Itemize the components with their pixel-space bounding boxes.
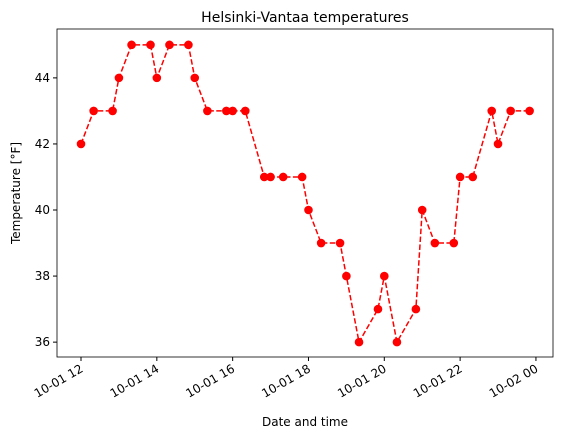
point xyxy=(316,238,326,248)
point xyxy=(278,172,288,182)
plot-frame xyxy=(56,28,554,358)
point xyxy=(89,106,98,116)
point xyxy=(430,238,440,248)
point xyxy=(342,271,351,281)
x-tick-label: 10-01 14 xyxy=(108,361,162,400)
point xyxy=(266,172,275,182)
x-tick-label: 10-01 20 xyxy=(335,361,389,400)
point xyxy=(373,304,383,314)
point xyxy=(127,40,136,50)
x-tick-label: 10-01 16 xyxy=(183,361,237,400)
y-tick-label: 36 xyxy=(35,335,50,349)
point xyxy=(114,73,124,83)
point xyxy=(184,40,193,50)
point xyxy=(165,40,174,50)
point xyxy=(222,106,231,116)
point xyxy=(449,238,459,248)
x-tick-label: 10-01 22 xyxy=(411,361,465,400)
y-tick-label: 40 xyxy=(35,203,50,217)
point xyxy=(417,205,427,215)
point xyxy=(487,106,497,116)
y-tick-label: 42 xyxy=(35,137,50,151)
point xyxy=(297,172,307,182)
chart-title: Helsinki-Vantaa temperatures xyxy=(201,10,409,26)
point xyxy=(506,106,515,116)
point xyxy=(304,205,313,215)
point xyxy=(525,106,534,116)
point xyxy=(379,271,389,281)
point xyxy=(146,40,155,50)
x-tick-label: 10-02 00 xyxy=(487,361,541,400)
point xyxy=(108,106,117,116)
point xyxy=(354,337,364,347)
point xyxy=(228,106,237,116)
point xyxy=(411,304,421,314)
line xyxy=(80,44,530,345)
point xyxy=(190,73,200,83)
point xyxy=(259,172,269,182)
point xyxy=(493,139,503,149)
point xyxy=(152,73,162,83)
point xyxy=(335,238,345,248)
point xyxy=(455,172,465,182)
point xyxy=(76,139,86,149)
x-tick-label: 10-01 12 xyxy=(32,361,86,400)
x-tick-label: 10-01 18 xyxy=(259,361,313,400)
y-tick-label: 44 xyxy=(35,71,50,85)
point xyxy=(240,106,250,116)
point xyxy=(203,106,212,116)
y-tick-label: 38 xyxy=(35,269,50,283)
point xyxy=(392,337,402,347)
y-axis-label: Temperature [°F] xyxy=(9,142,23,245)
x-axis-label: Date and time xyxy=(262,415,348,429)
point xyxy=(468,172,478,182)
